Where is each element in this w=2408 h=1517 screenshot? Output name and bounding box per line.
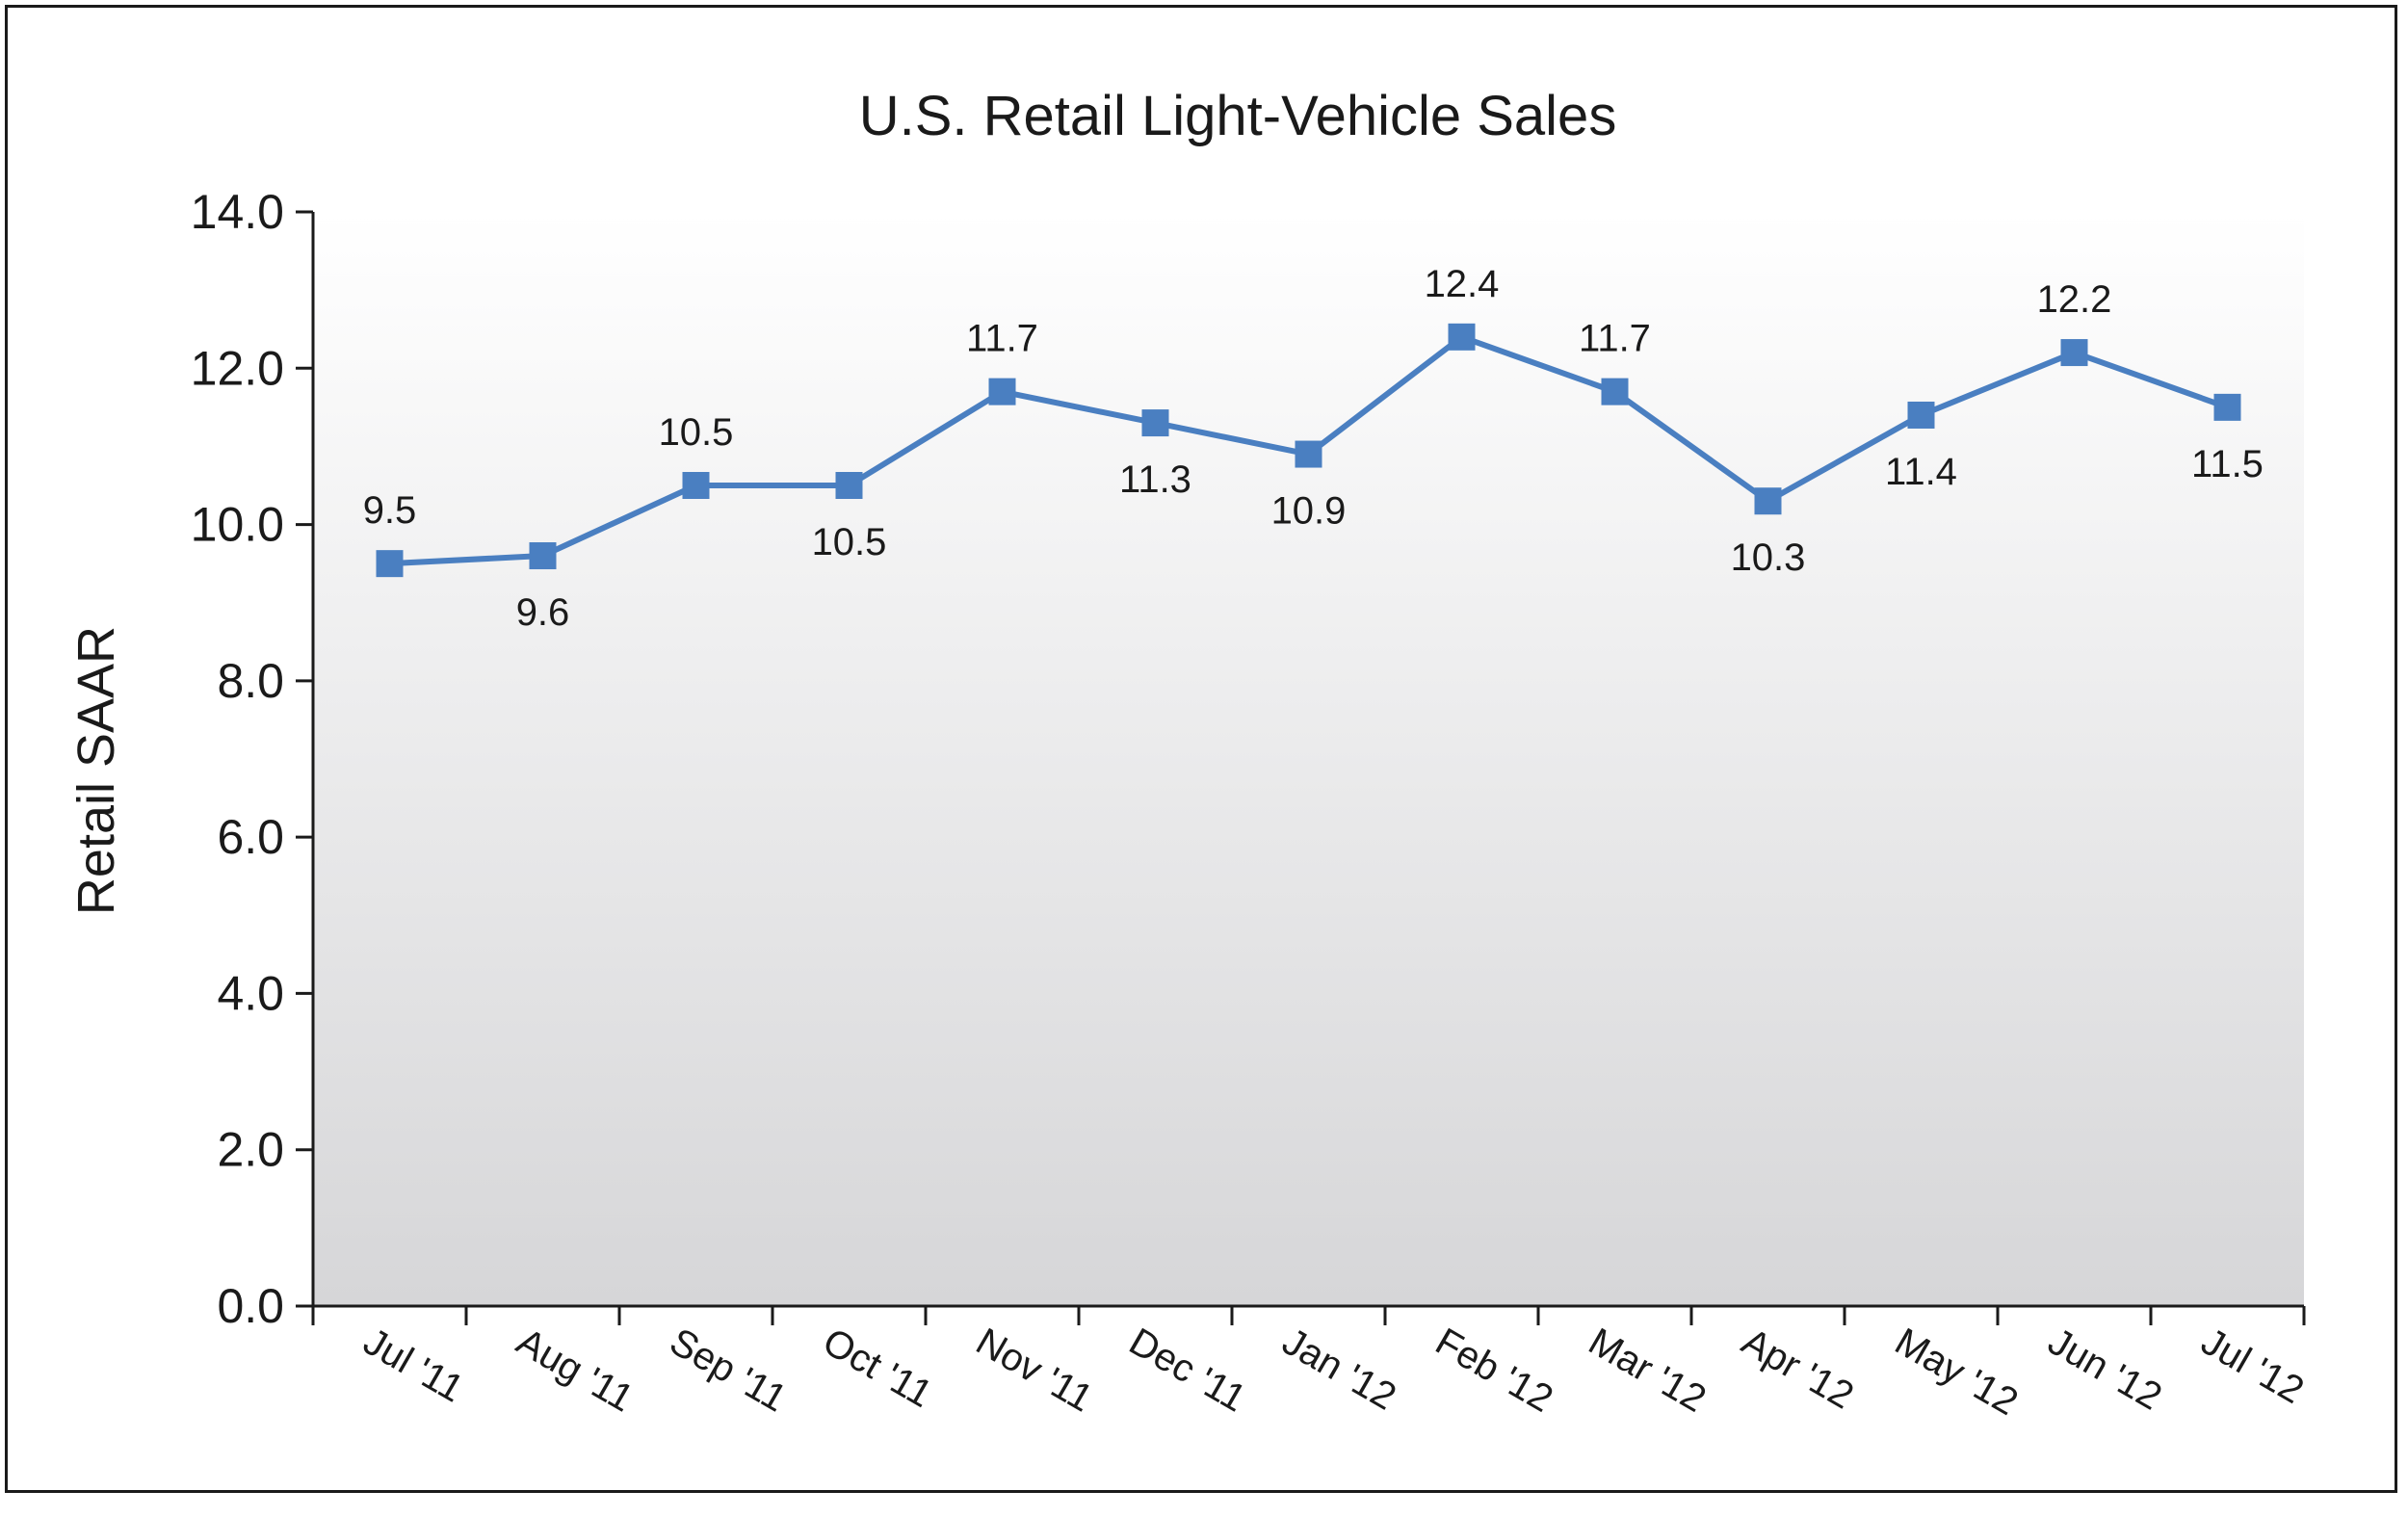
data-point [1601,378,1629,405]
data-label: 9.6 [516,591,570,634]
x-tick-label: Nov '11 [969,1321,1100,1421]
x-tick-label: Jun '12 [2041,1321,2169,1419]
data-point [1448,323,1476,351]
x-axis: Jul '11 Aug '11 Sep '11 Oct '11 Nov '11 Dec '… [311,1304,2311,1425]
data-point [1295,440,1322,468]
x-tick-label: Aug '11 [510,1321,641,1421]
data-point [1907,401,1935,429]
data-label: 11.4 [1885,451,1957,493]
x-tick-label: Jan '12 [1275,1321,1403,1419]
data-label: 10.3 [1731,536,1806,579]
data-label: 10.5 [812,521,887,563]
x-tick-label: Mar '12 [1582,1321,1713,1421]
y-tick-label: 6.0 [217,810,284,864]
x-tick-label: Apr '12 [1735,1321,1861,1418]
x-tick-label: Jul '12 [2194,1321,2311,1412]
data-point [682,472,710,499]
data-point [529,542,557,570]
x-tick-label: Feb '12 [1428,1321,1559,1421]
data-label: 11.3 [1119,458,1191,501]
data-label: 9.5 [363,489,417,532]
data-label: 12.4 [1425,263,1500,305]
data-point [988,378,1016,405]
x-tick-label: Jul '11 [356,1321,470,1411]
y-tick-label: 8.0 [217,654,284,708]
data-label: 11.7 [966,318,1038,360]
x-tick-label: May '12 [1888,1321,2025,1425]
series-retail-saar: 9.5 9.6 10.5 10.5 11.7 11.3 10.9 12.4 11.7 10.3 11… [363,263,2264,634]
y-tick-label: 2.0 [217,1123,284,1177]
y-tick-label: 0.0 [217,1279,284,1333]
data-label: 10.9 [1271,490,1347,533]
y-axis: 0.0 2.0 4.0 6.0 8.0 10.0 12.0 14.0 [191,185,315,1333]
data-point [1754,487,1782,515]
x-tick-label: Oct '11 [816,1321,939,1416]
data-point [2060,339,2088,367]
chart-title: U.S. Retail Light-Vehicle Sales [859,85,1617,147]
data-point [1141,409,1169,437]
y-tick-label: 10.0 [191,498,284,552]
y-axis-label: Retail SAAR [67,626,125,915]
y-tick-label: 14.0 [191,185,284,239]
data-label: 11.5 [2191,443,2264,485]
data-point [835,472,863,499]
data-label: 12.2 [2037,278,2112,321]
x-tick-label: Dec '11 [1122,1321,1253,1421]
plot-area [313,212,2304,1306]
x-tick-label: Sep '11 [663,1321,794,1421]
y-tick-label: 12.0 [191,341,284,395]
data-label: 10.5 [659,411,734,454]
data-point [376,550,404,578]
data-label: 11.7 [1579,318,1651,360]
data-point [2213,393,2241,421]
y-tick-label: 4.0 [217,966,284,1020]
